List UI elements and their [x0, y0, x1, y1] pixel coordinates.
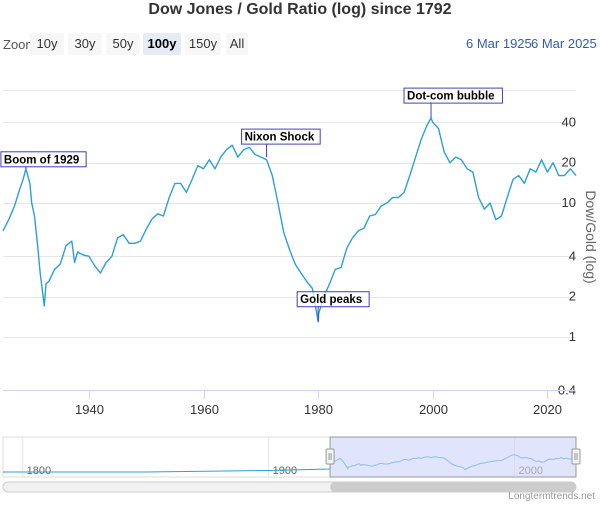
navigator-tick-label: 1900 — [273, 465, 297, 477]
x-tick-label: 2000 — [419, 402, 448, 417]
x-axis: 1940 1960 1980 2000 2020 — [3, 390, 576, 417]
y-tick-label: 20 — [562, 155, 576, 170]
y-tick-label: 10 — [562, 195, 576, 210]
range-button-150y[interactable]: 150y — [185, 33, 221, 55]
y-tick-label: 0.4 — [558, 382, 576, 397]
from-date-input[interactable]: 6 Mar 1925 — [466, 36, 532, 51]
y-tick-label: 1 — [569, 329, 576, 344]
annotation-label: Boom of 1929 — [4, 154, 79, 166]
navigator-tick-label: 1800 — [27, 465, 51, 477]
annotations: Boom of 1929 Nixon Shock Gold peaks Dot-com… — [0, 87, 503, 322]
navigator-handle-left[interactable] — [325, 448, 335, 465]
to-date-input[interactable]: 6 Mar 2025 — [531, 36, 597, 51]
x-tick-label: 1940 — [75, 402, 104, 417]
x-tick-label: 2020 — [533, 402, 562, 417]
x-tick-label: 1960 — [190, 402, 219, 417]
navigator-selection[interactable] — [329, 436, 577, 478]
scrollbar-thumb[interactable] — [330, 482, 576, 492]
range-button-All[interactable]: All — [226, 33, 248, 55]
navigator[interactable]: 180019002000 — [2, 436, 581, 493]
chart-title: Dow Jones / Gold Ratio (log) since 1792 — [148, 1, 452, 18]
annotation: Nixon Shock — [241, 128, 321, 158]
plot-area — [2, 117, 577, 323]
y-tick-label: 4 — [569, 248, 576, 263]
zoom-label: Zoom — [3, 37, 37, 52]
navigator-handle-right[interactable] — [571, 448, 581, 465]
annotation-label: Nixon Shock — [245, 132, 315, 144]
y-tick-label: 40 — [562, 114, 576, 129]
range-button-10y[interactable]: 10y — [30, 33, 64, 55]
range-button-50y[interactable]: 50y — [106, 33, 140, 55]
range-button-100y[interactable]: 100y — [143, 33, 181, 55]
annotation: Gold peaks — [296, 291, 370, 322]
y-axis-ticks: 0.4 1 2 4 10 20 40 — [558, 114, 576, 397]
x-tick-label: 1980 — [304, 402, 333, 417]
range-button-30y[interactable]: 30y — [68, 33, 102, 55]
series-line-Dow/Gold[interactable] — [2, 117, 577, 323]
annotation-label: Gold peaks — [300, 294, 362, 306]
annotation: Boom of 1929 — [0, 151, 87, 169]
credits-link[interactable]: Longtermtrends.net — [508, 491, 595, 502]
y-tick-label: 2 — [569, 289, 576, 304]
y-axis-label: Dow/Gold (log) — [583, 190, 599, 283]
annotation: Dot-com bubble — [403, 87, 503, 119]
annotation-label: Dot-com bubble — [407, 91, 495, 103]
